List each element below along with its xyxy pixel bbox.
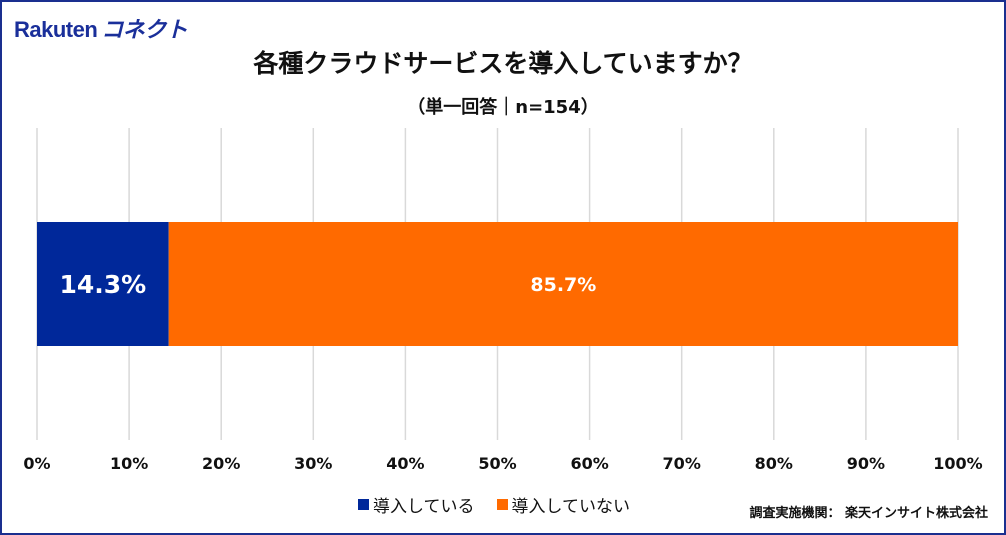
source-note: 調査実施機関： 楽天インサイト株式会社 <box>749 506 988 521</box>
logo-text: Rakuten <box>14 17 98 42</box>
x-tick-label: 50% <box>478 454 516 473</box>
x-tick-label: 60% <box>570 454 608 473</box>
data-label: 14.3% <box>59 270 146 299</box>
bar-segment <box>168 222 958 346</box>
x-tick-label: 0% <box>23 454 50 473</box>
x-tick-label: 40% <box>386 454 424 473</box>
x-tick-label: 70% <box>663 454 701 473</box>
x-tick-label: 10% <box>110 454 148 473</box>
x-tick-label: 80% <box>755 454 793 473</box>
legend-swatch <box>358 499 369 510</box>
legend-label: 導入している <box>373 497 475 517</box>
x-tick-label: 100% <box>933 454 982 473</box>
legend-label: 導入していない <box>511 497 631 517</box>
bar-segment <box>37 222 169 346</box>
legend: 導入している 導入していない <box>358 492 630 517</box>
chart-subtitle: （単一回答｜n=154） <box>407 97 599 118</box>
x-tick-label: 20% <box>202 454 240 473</box>
legend-swatch <box>496 499 508 510</box>
rakuten-connect-logo: Rakuten コネクト <box>14 12 188 44</box>
chart-title: 各種クラウドサービスを導入していますか？ <box>253 49 753 78</box>
legend-item: 導入している <box>358 492 475 517</box>
data-label: 85.7% <box>530 274 596 296</box>
legend-item: 導入していない <box>496 492 631 517</box>
x-tick-label: 90% <box>847 454 885 473</box>
logo-kana: コネクト <box>101 17 188 42</box>
x-tick-label: 30% <box>294 454 332 473</box>
